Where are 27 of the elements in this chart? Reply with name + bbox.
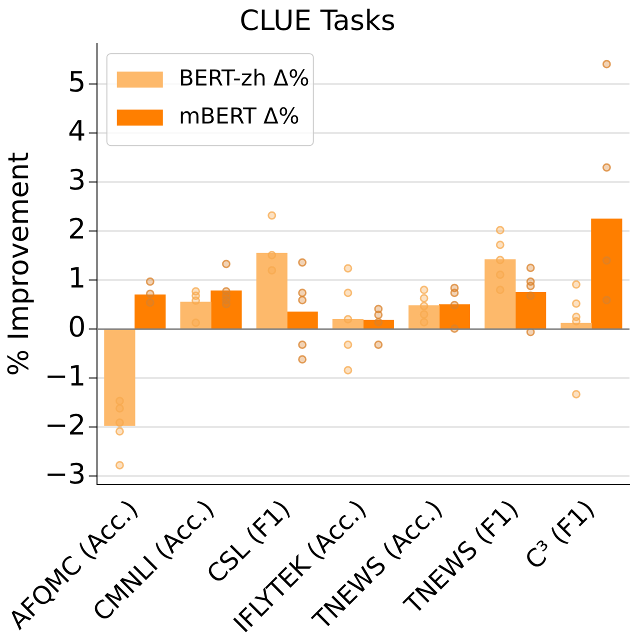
y-tick-label: −1 (44, 359, 86, 392)
legend-label: mBERT Δ% (178, 104, 300, 130)
bar (180, 302, 212, 329)
bar (134, 294, 166, 329)
y-tick-label: 1 (68, 261, 86, 294)
bar (104, 329, 136, 426)
bar (515, 292, 546, 329)
bar (256, 252, 288, 329)
y-tick-label: 5 (68, 66, 86, 99)
bar (286, 312, 318, 329)
bar (332, 318, 364, 329)
y-tick-label: 2 (68, 212, 86, 246)
bar (362, 320, 394, 329)
bar (438, 304, 470, 329)
y-tick-label: 0 (68, 310, 86, 344)
bar (210, 290, 242, 329)
bar (408, 305, 440, 329)
bar (560, 322, 592, 329)
legend-label: BERT-zh Δ% (178, 66, 310, 92)
chart-title: CLUE Tasks (240, 4, 396, 38)
bar (591, 218, 622, 329)
y-tick-label: −3 (44, 457, 86, 490)
y-tick-label: 3 (68, 163, 86, 196)
y-tick-label: −2 (44, 408, 86, 442)
y-tick-label: 4 (68, 114, 86, 148)
bar (484, 259, 516, 329)
y-axis-title: % Improvement (2, 152, 36, 376)
